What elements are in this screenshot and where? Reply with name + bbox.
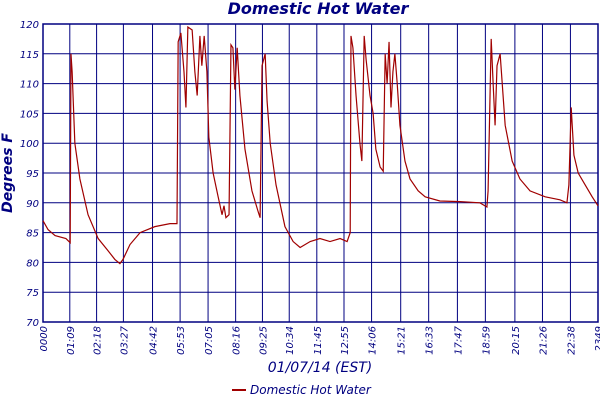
legend-label: Domestic Hot Water (250, 383, 372, 397)
x-tick-label: 16:33 (425, 326, 436, 355)
x-tick-label: 14:06 (368, 326, 379, 355)
y-tick-label: 90 (26, 199, 39, 210)
y-axis-label: Degrees F (0, 133, 16, 213)
y-tick-label: 100 (20, 139, 39, 150)
x-tick-label: 08:16 (232, 326, 243, 355)
x-tick-label: 20:15 (511, 326, 522, 355)
x-tick-label: 01:09 (66, 326, 77, 355)
x-tick-label: 0000 (39, 326, 50, 351)
chart-title: Domestic Hot Water (228, 0, 410, 18)
y-tick-label: 120 (20, 20, 39, 31)
x-tick-label: 21:26 (538, 326, 549, 355)
x-tick-label: 15:21 (397, 326, 408, 355)
x-tick-label: 18:59 (481, 326, 492, 355)
x-tick-label: 11:45 (313, 326, 324, 355)
x-tick-label: 10:34 (285, 326, 296, 355)
x-tick-label: 04:42 (149, 326, 160, 355)
x-tick-label: 12:55 (340, 326, 351, 355)
plot-border (42, 23, 599, 323)
x-tick-label: 2349 (594, 326, 600, 351)
data-line (42, 25, 599, 265)
y-tick-label: 95 (26, 169, 39, 180)
x-tick-label: 17:47 (453, 325, 464, 354)
x-axis-label: 01/07/14 (EST) (268, 360, 373, 376)
y-tick-label: 85 (26, 229, 39, 240)
y-tick-label: 105 (20, 109, 39, 120)
x-tick-label: 02:18 (93, 326, 104, 355)
y-tick-label: 75 (26, 288, 39, 299)
y-tick-label: 115 (20, 50, 39, 61)
x-tick-label: 03:27 (119, 325, 130, 354)
x-tick-label: 05:53 (176, 326, 187, 355)
y-tick-label: 110 (20, 80, 39, 91)
y-tick-label: 70 (26, 318, 39, 329)
y-tick-label: 80 (26, 258, 39, 269)
x-tick-label: 09:25 (258, 326, 269, 355)
x-tick-label: 07:05 (204, 326, 215, 355)
x-tick-label: 22:38 (566, 326, 577, 355)
